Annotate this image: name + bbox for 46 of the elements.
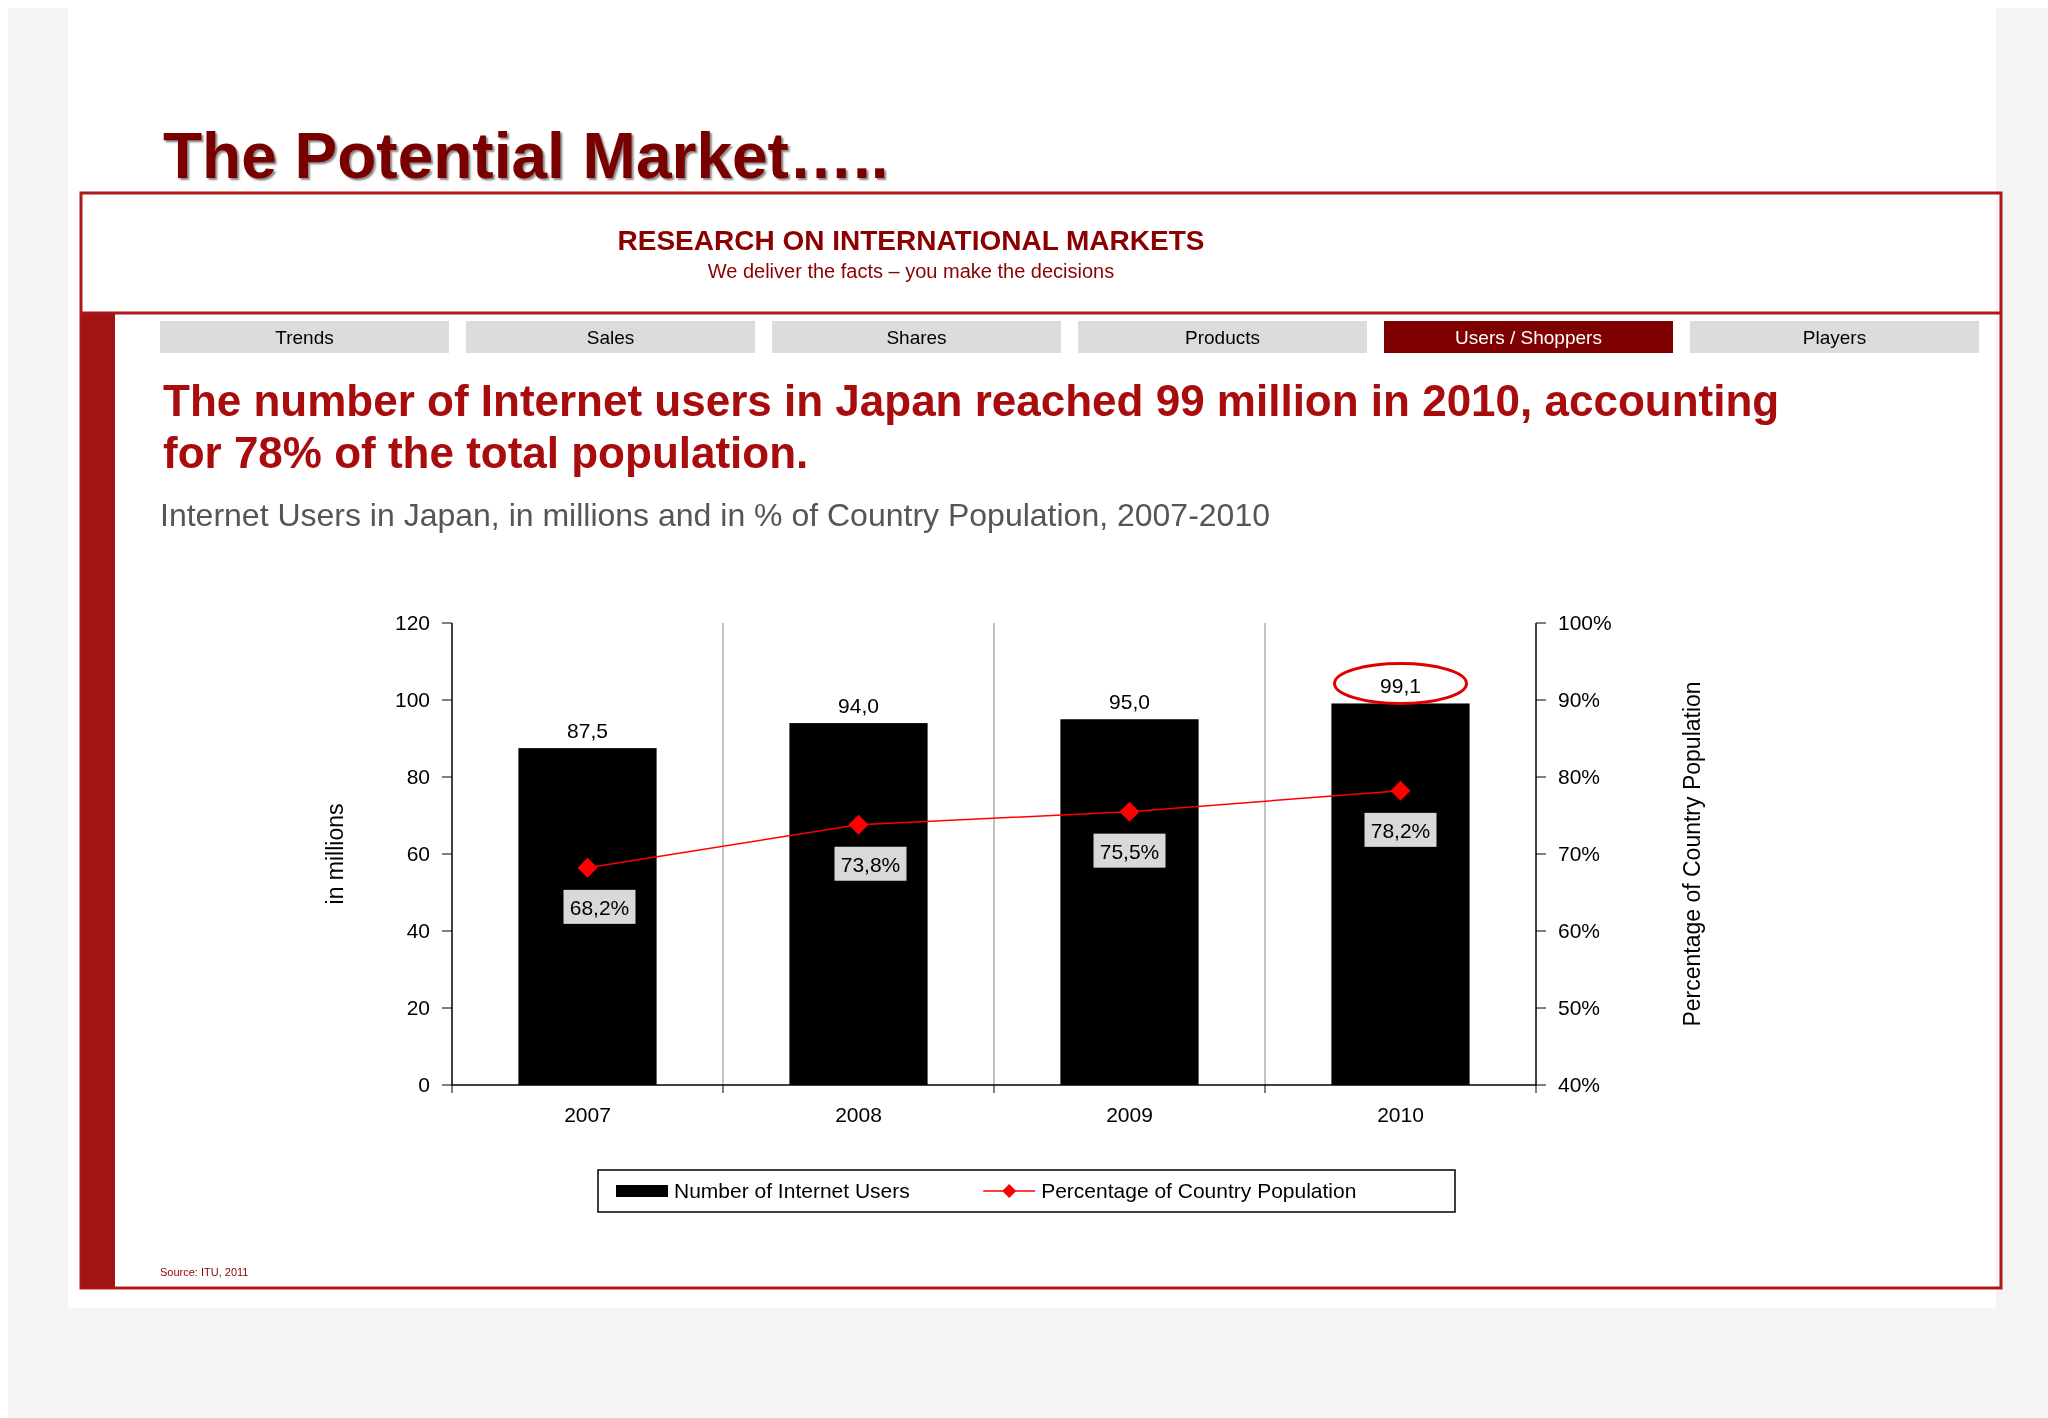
x-tick-label: 2009 <box>1106 1103 1153 1126</box>
y-tick-label: 20 <box>406 996 430 1019</box>
data-label: 87,5 <box>567 719 608 743</box>
y2-tick-label: 70% <box>1558 842 1601 865</box>
chart-subtitle: The number of Internet users in Japan reached 99 million in 2010, accounting for 78% of the total population. <box>163 376 1780 477</box>
x-tick-label: 2010 <box>1377 1103 1424 1126</box>
y2-tick-label: 50% <box>1558 996 1601 1019</box>
text: RESEARCH ON INTERNATIONAL MARKETS <box>617 225 1205 256</box>
data-label: 99,1 <box>1380 674 1421 698</box>
text: We deliver the facts – you make the decisions <box>707 260 1115 282</box>
legend-label: Number of Internet Users <box>674 1179 910 1202</box>
point <box>848 814 869 835</box>
tab: Trends <box>160 321 449 353</box>
data-label: 75,5% <box>1099 839 1160 863</box>
x-tick-label: 2007 <box>564 1103 611 1126</box>
text: Internet Users in Japan, in millions and in % of Country Population, 2007-2010 <box>160 497 1270 533</box>
data-label: 73,8% <box>840 852 901 876</box>
source-note: Source: ITU, 2011 <box>160 1266 249 1278</box>
y-tick-label: 120 <box>394 611 430 634</box>
y2-tick-label: 40% <box>1558 1073 1601 1096</box>
x-tick-label: 2008 <box>835 1103 882 1126</box>
y2-tick-label: 100% <box>1558 611 1612 634</box>
y-tick-label: 100 <box>394 688 430 711</box>
tab: Sales <box>466 321 755 353</box>
y-tick-label: 40 <box>406 919 430 942</box>
chart-title: The Potential Market….. <box>163 120 889 192</box>
tab: Products <box>1078 321 1367 353</box>
data-label: 94,0 <box>838 694 879 718</box>
y-axis-title: in millions <box>322 803 348 905</box>
data-label: 95,0 <box>1109 690 1150 714</box>
legend-label: Percentage of Country Population <box>1041 1179 1357 1202</box>
data-label: 68,2% <box>569 895 630 919</box>
tab: Players <box>1690 321 1979 353</box>
point <box>577 857 598 878</box>
y-tick-label: 0 <box>418 1073 430 1096</box>
y2-axis-title: Percentage of Country Population <box>1679 681 1705 1027</box>
tab: Users / Shoppers <box>1384 321 1673 353</box>
y2-tick-label: 80% <box>1558 765 1601 788</box>
tab: Shares <box>772 321 1061 353</box>
y-tick-label: 60 <box>406 842 430 865</box>
y2-tick-label: 60% <box>1558 919 1601 942</box>
y2-tick-label: 90% <box>1558 688 1601 711</box>
y-tick-label: 80 <box>406 765 430 788</box>
point <box>1390 780 1411 801</box>
data-label: 78,2% <box>1370 818 1431 842</box>
point <box>1119 801 1140 822</box>
